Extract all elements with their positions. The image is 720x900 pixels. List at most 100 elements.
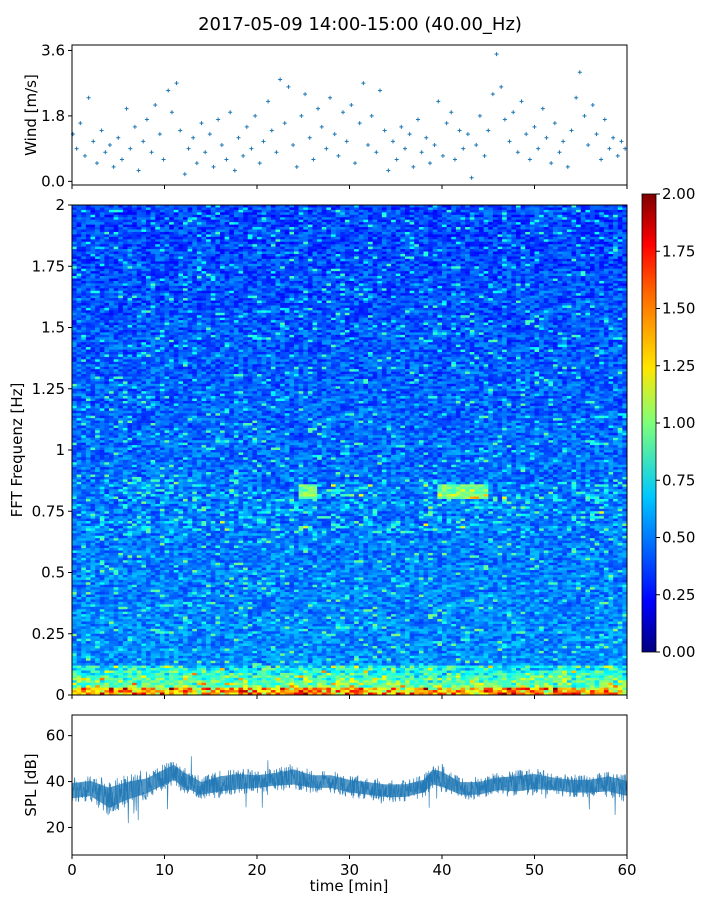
spectrogram-cell xyxy=(109,276,114,279)
spectrogram-cell xyxy=(567,261,572,264)
spectrogram-cell xyxy=(289,239,294,242)
spectrogram-cell xyxy=(141,264,146,267)
spectrogram-cell xyxy=(289,279,294,282)
spectrogram-cell xyxy=(280,256,285,259)
spectrogram-cell xyxy=(215,291,220,294)
spectrogram-cell xyxy=(165,249,170,252)
spectrogram-cell xyxy=(544,293,549,296)
spectrogram-cell xyxy=(252,242,257,245)
spectrogram-cell xyxy=(387,276,392,279)
spectrogram-cell xyxy=(137,279,142,282)
spectrogram-cell xyxy=(146,222,151,225)
spectrogram-cell xyxy=(95,279,100,282)
spectrogram-cell xyxy=(414,249,419,252)
spectrogram-cell xyxy=(530,242,535,245)
spectrogram-cell xyxy=(359,261,364,264)
spectrogram-cell xyxy=(382,276,387,279)
spectrogram-cell xyxy=(72,230,77,233)
spectrogram-cell xyxy=(424,249,429,252)
spectrogram-cell xyxy=(548,254,553,257)
spectrogram-cell xyxy=(95,303,100,306)
spectrogram-cell xyxy=(215,207,220,210)
spectrogram-cell xyxy=(396,215,401,218)
spectrogram-cell xyxy=(169,230,174,233)
spectrogram-cell xyxy=(313,227,318,230)
spectrogram-cell xyxy=(562,269,567,272)
spectrogram-cell xyxy=(276,247,281,250)
spectrogram-cell xyxy=(160,210,165,213)
spectrogram-cell xyxy=(165,271,170,274)
spectrogram-cell xyxy=(585,266,590,269)
spectrogram-cell xyxy=(345,212,350,215)
spectrogram-cell xyxy=(613,239,618,242)
spectrogram-cell xyxy=(507,210,512,213)
spectrogram-cell xyxy=(280,207,285,210)
spectrogram-cell xyxy=(104,212,109,215)
spectrogram-cell xyxy=(322,215,327,218)
spectrogram-cell xyxy=(414,227,419,230)
spectrogram-cell xyxy=(118,222,123,225)
spectrogram-cell xyxy=(400,259,405,262)
spectrogram-cell xyxy=(91,207,96,210)
spectrogram-cell xyxy=(160,288,165,291)
spectrogram-cell xyxy=(276,237,281,240)
spectrogram-cell xyxy=(345,237,350,240)
spectrogram-cell xyxy=(567,244,572,247)
spectrogram-cell xyxy=(488,293,493,296)
spectrogram-cell xyxy=(382,237,387,240)
spectrogram-cell xyxy=(331,225,336,228)
spectrogram-cell xyxy=(595,227,600,230)
spectrogram-cell xyxy=(114,283,119,286)
spectrogram-cell xyxy=(424,227,429,230)
spectrogram-cell xyxy=(81,230,86,233)
spectrogram-cell xyxy=(243,281,248,284)
spectrogram-cell xyxy=(562,286,567,289)
spectrogram-cell xyxy=(558,249,563,252)
spectrogram-cell xyxy=(206,288,211,291)
spectrogram-cell xyxy=(81,288,86,291)
spectrogram-cell xyxy=(479,252,484,255)
spectrogram-cell xyxy=(165,220,170,223)
spectrogram-cell xyxy=(197,301,202,304)
spectrogram-cell xyxy=(604,286,609,289)
spectrogram-cell xyxy=(322,232,327,235)
spectrogram-cell xyxy=(618,237,623,240)
spectrogram-cell xyxy=(188,247,193,250)
spectrogram-cell xyxy=(488,242,493,245)
spectrogram-cell xyxy=(599,249,604,252)
spectrogram-cell xyxy=(382,215,387,218)
spectrogram-cell xyxy=(331,274,336,277)
spectrogram-cell xyxy=(294,222,299,225)
spectrogram-cell xyxy=(151,225,156,228)
spectrogram-cell xyxy=(197,230,202,233)
spectrogram-cell xyxy=(414,254,419,257)
spectrogram-cell xyxy=(354,264,359,267)
spectrogram-cell xyxy=(405,288,410,291)
spectrogram-cell xyxy=(155,252,160,255)
spectrogram-cell xyxy=(544,264,549,267)
spectrogram-cell xyxy=(81,269,86,272)
spectrogram-cell xyxy=(465,301,470,304)
spectrogram-cell xyxy=(530,217,535,220)
spectrogram-cell xyxy=(613,217,618,220)
spectrogram-cell xyxy=(229,222,234,225)
spectrogram-cell xyxy=(326,227,331,230)
spectrogram-cell xyxy=(308,225,313,228)
spectrogram-cell xyxy=(387,288,392,291)
spectrogram-cell xyxy=(109,237,114,240)
spectrogram-cell xyxy=(424,256,429,259)
spectrogram-cell xyxy=(437,225,442,228)
spectrogram-cell xyxy=(252,266,257,269)
spectrogram-cell xyxy=(178,249,183,252)
spectrogram-cell xyxy=(474,242,479,245)
spectrogram-cell xyxy=(95,252,100,255)
spectrogram-cell xyxy=(604,227,609,230)
spectrogram-cell xyxy=(104,256,109,259)
spectrogram-cell xyxy=(391,222,396,225)
spectrogram-cell xyxy=(613,286,618,289)
spectrogram-cell xyxy=(146,215,151,218)
spectrogram-cell xyxy=(433,244,438,247)
spectrogram-cell xyxy=(507,222,512,225)
spectrogram-cell xyxy=(387,279,392,282)
spectrogram-cell xyxy=(81,215,86,218)
